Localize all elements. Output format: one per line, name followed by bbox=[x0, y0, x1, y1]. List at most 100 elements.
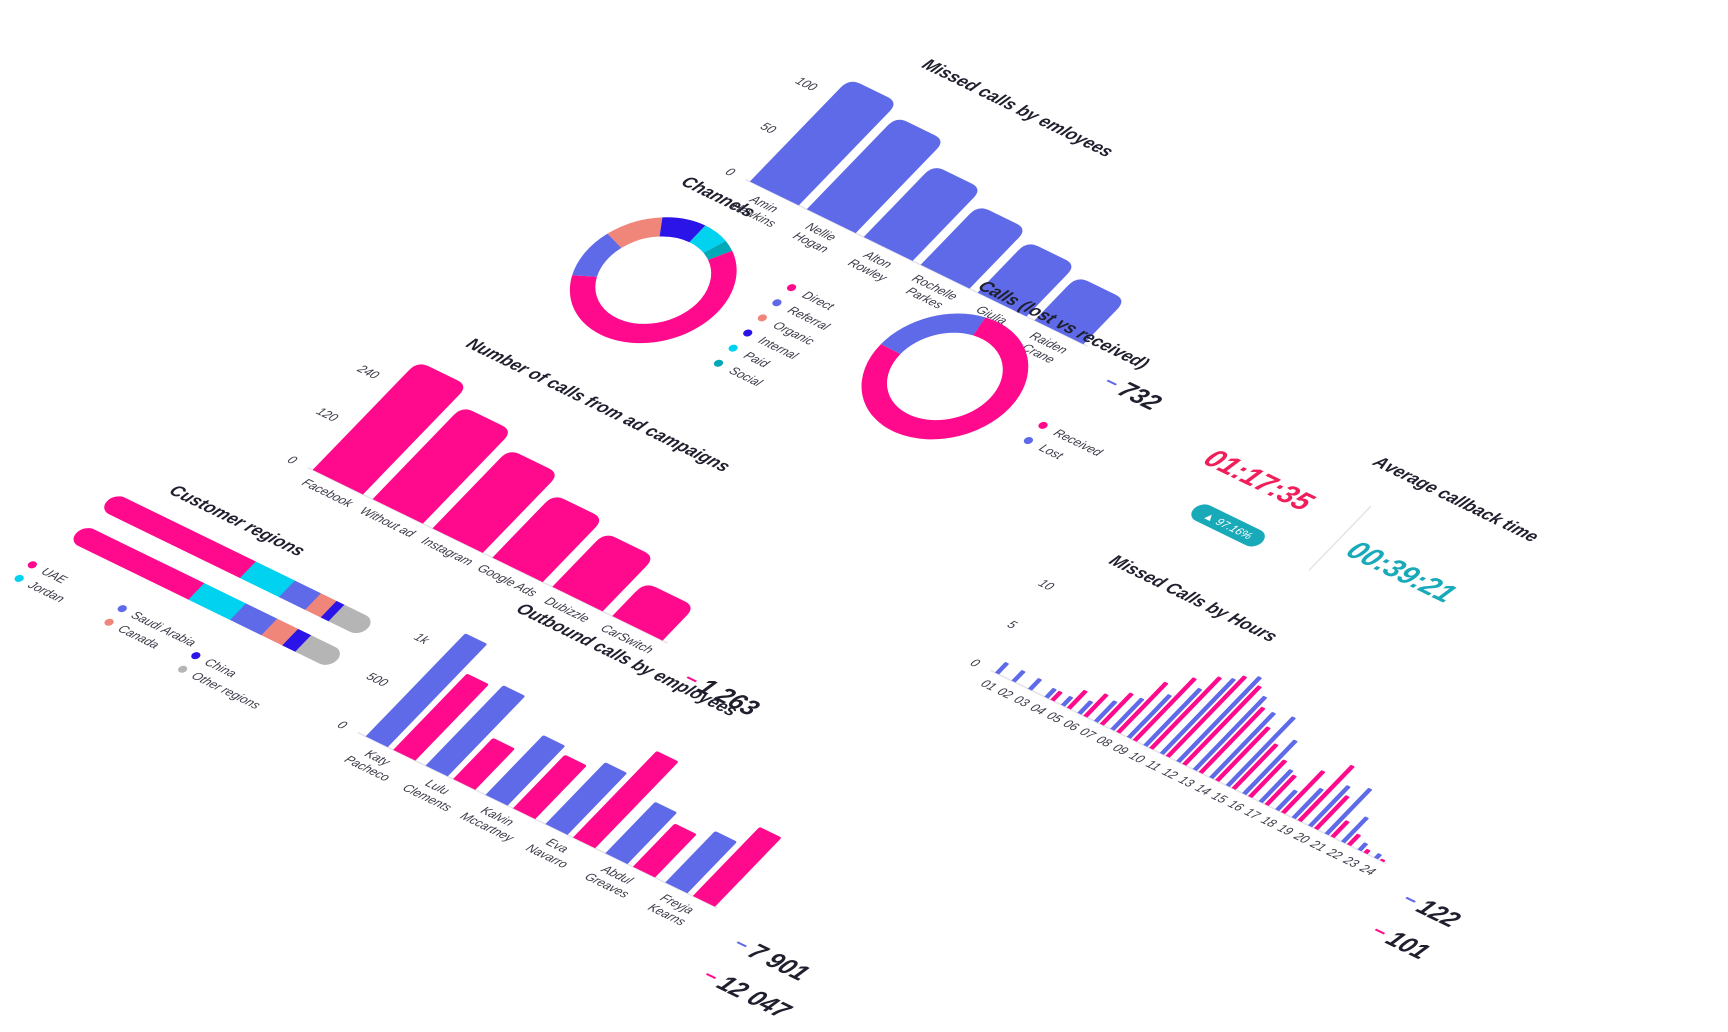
bar-5-0-4 bbox=[605, 802, 677, 865]
x-tick-label: 14 bbox=[1192, 782, 1214, 798]
bar-6-0-10 bbox=[1159, 678, 1236, 755]
bar-6-1-23 bbox=[1379, 858, 1386, 863]
slice-organic bbox=[607, 217, 663, 248]
y-tick-label: 500 bbox=[363, 670, 391, 689]
bar-6-1-15 bbox=[1247, 759, 1288, 798]
bar-5-1-1 bbox=[453, 738, 515, 790]
x-tick-label: 02 bbox=[994, 685, 1016, 701]
bar-6-1-12 bbox=[1198, 706, 1266, 774]
x-tick-label: 03 bbox=[1011, 693, 1033, 709]
y-tick-label: 1k bbox=[411, 631, 433, 647]
x-axis-line bbox=[307, 467, 668, 644]
legend-swatch bbox=[14, 574, 24, 582]
slice-direct bbox=[569, 250, 737, 344]
region-seg-jordan bbox=[239, 561, 296, 598]
bar-0-0-3 bbox=[920, 208, 1023, 289]
x-tick-label: 22 bbox=[1323, 845, 1346, 862]
y-tick-label: 5 bbox=[1004, 618, 1020, 631]
bar-3-0-3 bbox=[492, 497, 600, 583]
average-callback-panel: Average callback time 01:17:35 00:39:21 … bbox=[1134, 395, 1550, 678]
bar-0-0-5 bbox=[1034, 279, 1122, 345]
bar-6-0-16 bbox=[1258, 769, 1294, 804]
x-tick-label: 15 bbox=[1208, 790, 1230, 806]
total-value: 101 bbox=[1380, 927, 1435, 964]
bar-6-1-10 bbox=[1165, 675, 1247, 758]
slice-internal bbox=[659, 217, 706, 243]
x-tick-label: 05 bbox=[1044, 709, 1066, 725]
x-axis-line bbox=[745, 179, 1088, 347]
bar-6-1-14 bbox=[1231, 743, 1279, 790]
bar-6-0-23 bbox=[1373, 853, 1382, 860]
region-seg-other-regions bbox=[295, 635, 346, 669]
slice-social bbox=[703, 240, 733, 260]
bar-5-1-5 bbox=[692, 827, 781, 907]
legend-swatch bbox=[713, 359, 724, 367]
total-value: 7 901 bbox=[742, 940, 815, 986]
bar-6-0-4 bbox=[1060, 695, 1074, 707]
chart-title: Missed calls by emloyees bbox=[918, 55, 1118, 161]
legend-swatch bbox=[178, 665, 188, 673]
bar-6-1-11 bbox=[1182, 685, 1262, 766]
customer-regions-panel: Customer regions UAE Jordan Saudi Arabia Ca… bbox=[0, 450, 454, 782]
bar-6-1-17 bbox=[1280, 770, 1326, 815]
bar-6-1-13 bbox=[1215, 726, 1271, 782]
bar-5-0-2 bbox=[485, 735, 565, 806]
bar-6-0-0 bbox=[994, 662, 1009, 675]
bar-6-1-3 bbox=[1050, 690, 1063, 702]
x-tick-label: 16 bbox=[1225, 798, 1247, 814]
y-tick-label: 50 bbox=[757, 120, 779, 136]
missed-calls-by-employees-panel: Missed calls by emloyees 100 50 0 Amin Hawk… bbox=[633, 2, 1305, 442]
bar-6-1-20 bbox=[1330, 820, 1350, 839]
legend-swatch bbox=[786, 284, 797, 292]
bar-0-0-2 bbox=[863, 168, 978, 261]
bar-6-0-19 bbox=[1307, 785, 1351, 828]
bar-6-1-9 bbox=[1149, 676, 1222, 750]
bar-0-0-1 bbox=[806, 119, 941, 234]
bar-3-0-1 bbox=[372, 409, 508, 524]
bar-6-1-18 bbox=[1297, 764, 1355, 823]
bar-6-1-4 bbox=[1066, 689, 1088, 710]
x-tick-label: 23 bbox=[1339, 853, 1362, 870]
callback-change-badge bbox=[1191, 504, 1265, 547]
region-seg-china bbox=[282, 628, 312, 653]
callback-value-primary: 01:17:35 bbox=[1197, 444, 1321, 517]
bar-5-1-4 bbox=[632, 823, 697, 878]
missed-calls-by-hours-panel: Missed Calls by Hours 10 5 0 01 02 03 04 05 06 0… bbox=[865, 520, 1609, 995]
legend-swatch bbox=[757, 314, 767, 322]
total-marker bbox=[1374, 928, 1386, 935]
bar-6-0-9 bbox=[1143, 687, 1203, 747]
region-seg-china bbox=[320, 600, 345, 622]
y-tick-label: 0 bbox=[334, 718, 350, 731]
average-callback-widget: Average callback time 01:17:35 00:39:21 … bbox=[1191, 444, 1544, 609]
bar-6-1-8 bbox=[1132, 677, 1197, 742]
legend-swatch bbox=[27, 561, 37, 569]
legend-swatch bbox=[104, 618, 114, 626]
x-tick-label: 13 bbox=[1175, 774, 1197, 790]
bar-3-0-2 bbox=[432, 452, 555, 553]
bar-5-0-5 bbox=[665, 831, 737, 894]
region-row bbox=[68, 524, 346, 669]
bar-5-0-1 bbox=[425, 685, 525, 777]
bar-6-1-5 bbox=[1083, 693, 1109, 718]
region-seg-other-regions bbox=[328, 604, 376, 637]
bar-6-0-17 bbox=[1275, 789, 1298, 812]
bar-6-0-22 bbox=[1357, 842, 1369, 852]
x-tick-label: 04 bbox=[1027, 701, 1049, 717]
slice-lost bbox=[880, 313, 986, 354]
total-marker bbox=[705, 973, 717, 980]
x-tick-label: 09 bbox=[1110, 741, 1132, 757]
x-tick-label: 10 bbox=[1126, 749, 1148, 765]
callback-title: Average callback time bbox=[1368, 452, 1544, 546]
slice-received bbox=[861, 317, 1029, 440]
region-seg-jordan bbox=[188, 583, 247, 621]
bar-6-0-5 bbox=[1077, 700, 1094, 715]
legend-label: Paid bbox=[741, 349, 774, 370]
bar-3-0-4 bbox=[552, 535, 651, 612]
bar-5-1-3 bbox=[572, 751, 678, 849]
legend-swatch bbox=[191, 652, 201, 660]
region-seg-uae bbox=[68, 524, 205, 600]
region-seg-uae bbox=[99, 492, 257, 579]
legend-swatch bbox=[743, 329, 753, 337]
slice-paid bbox=[689, 225, 726, 253]
legend-label: Lost bbox=[1036, 442, 1067, 462]
